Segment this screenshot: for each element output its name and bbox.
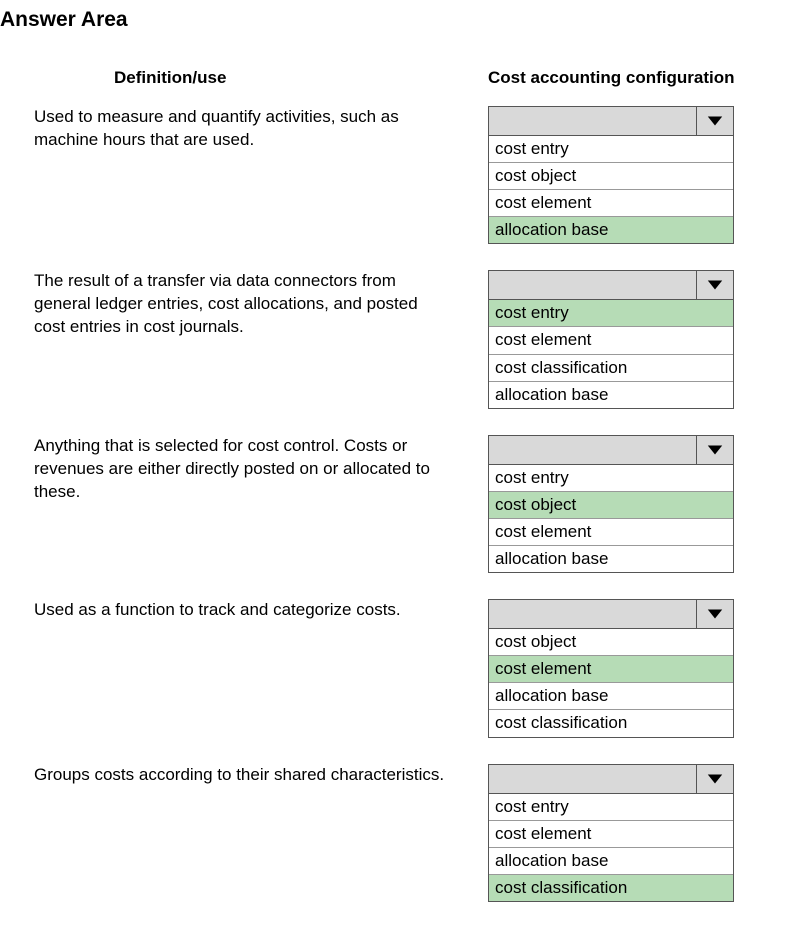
dropdown-option[interactable]: cost classification [489, 874, 733, 901]
chevron-down-icon[interactable] [697, 765, 733, 793]
dropdown-option[interactable]: allocation base [489, 545, 733, 572]
definition-text: Used to measure and quantify activities,… [0, 106, 488, 152]
dropdown-options: cost entrycost elementcost classificatio… [488, 300, 734, 408]
dropdown-header[interactable] [488, 599, 734, 629]
answer-row: The result of a transfer via data connec… [0, 270, 792, 408]
chevron-down-icon[interactable] [697, 107, 733, 135]
dropdown-selected-value [489, 107, 697, 135]
dropdown-header[interactable] [488, 106, 734, 136]
chevron-down-icon[interactable] [697, 436, 733, 464]
dropdown-selected-value [489, 271, 697, 299]
dropdown-option[interactable]: cost element [489, 655, 733, 682]
dropdown-option[interactable]: cost object [489, 629, 733, 655]
answer-row: Groups costs according to their shared c… [0, 764, 792, 902]
dropdown-option[interactable]: cost entry [489, 300, 733, 326]
configuration-dropdown[interactable]: cost entrycost elementallocation basecos… [488, 764, 734, 902]
dropdown-options: cost entrycost objectcost elementallocat… [488, 465, 734, 573]
chevron-down-icon[interactable] [697, 600, 733, 628]
dropdown-options: cost entrycost elementallocation basecos… [488, 794, 734, 902]
dropdown-options: cost entrycost objectcost elementallocat… [488, 136, 734, 244]
answer-row: Used to measure and quantify activities,… [0, 106, 792, 244]
column-headers: Definition/use Cost accounting configura… [0, 68, 792, 88]
dropdown-option[interactable]: cost entry [489, 136, 733, 162]
header-definition: Definition/use [0, 68, 488, 88]
dropdown-option[interactable]: cost element [489, 518, 733, 545]
answer-row: Anything that is selected for cost contr… [0, 435, 792, 573]
dropdown-options: cost objectcost elementallocation baseco… [488, 629, 734, 737]
dropdown-option[interactable]: allocation base [489, 682, 733, 709]
dropdown-option[interactable]: cost element [489, 189, 733, 216]
dropdown-header[interactable] [488, 270, 734, 300]
configuration-dropdown[interactable]: cost entrycost objectcost elementallocat… [488, 435, 734, 573]
dropdown-option[interactable]: allocation base [489, 216, 733, 243]
dropdown-option[interactable]: cost entry [489, 465, 733, 491]
dropdown-selected-value [489, 600, 697, 628]
definition-text: The result of a transfer via data connec… [0, 270, 488, 339]
configuration-dropdown[interactable]: cost objectcost elementallocation baseco… [488, 599, 734, 737]
dropdown-option[interactable]: allocation base [489, 847, 733, 874]
configuration-dropdown[interactable]: cost entrycost objectcost elementallocat… [488, 106, 734, 244]
dropdown-header[interactable] [488, 764, 734, 794]
dropdown-option[interactable]: cost classification [489, 709, 733, 736]
page-title: Answer Area [0, 8, 792, 32]
header-configuration: Cost accounting configuration [488, 68, 735, 88]
definition-text: Used as a function to track and categori… [0, 599, 488, 622]
chevron-down-icon[interactable] [697, 271, 733, 299]
definition-text: Groups costs according to their shared c… [0, 764, 488, 787]
dropdown-option[interactable]: cost classification [489, 354, 733, 381]
dropdown-option[interactable]: cost element [489, 326, 733, 353]
definition-text: Anything that is selected for cost contr… [0, 435, 488, 504]
configuration-dropdown[interactable]: cost entrycost elementcost classificatio… [488, 270, 734, 408]
dropdown-selected-value [489, 436, 697, 464]
dropdown-selected-value [489, 765, 697, 793]
dropdown-option[interactable]: allocation base [489, 381, 733, 408]
answer-row: Used as a function to track and categori… [0, 599, 792, 737]
dropdown-option[interactable]: cost entry [489, 794, 733, 820]
dropdown-option[interactable]: cost object [489, 162, 733, 189]
dropdown-header[interactable] [488, 435, 734, 465]
dropdown-option[interactable]: cost object [489, 491, 733, 518]
